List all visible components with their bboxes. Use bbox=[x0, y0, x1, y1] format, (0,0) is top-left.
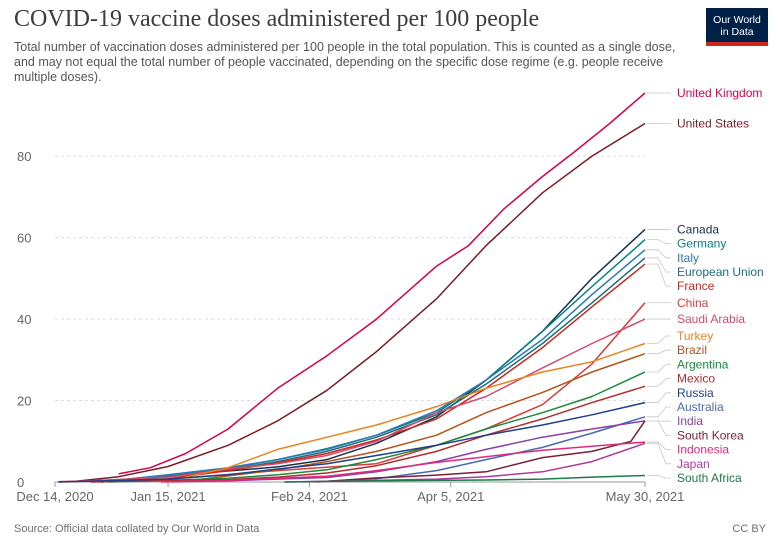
series-line-italy bbox=[100, 249, 646, 483]
series-line-united-states bbox=[76, 122, 646, 482]
series-label-france: France bbox=[677, 279, 715, 293]
y-tick-label-80: 80 bbox=[17, 149, 31, 164]
series-line-china bbox=[58, 302, 646, 483]
x-tick-label-1: Jan 15, 2021 bbox=[130, 489, 205, 504]
series-label-italy: Italy bbox=[677, 251, 699, 265]
label-connector-turkey bbox=[647, 335, 671, 344]
series-label-south-africa: South Africa bbox=[677, 471, 742, 485]
y-tick-label-0: 0 bbox=[17, 475, 24, 490]
series-label-australia: Australia bbox=[677, 400, 724, 414]
series-label-brazil: Brazil bbox=[677, 343, 707, 357]
label-connector-mexico bbox=[647, 378, 671, 387]
series-line-mexico bbox=[90, 385, 646, 483]
label-connector-indonesia bbox=[647, 441, 671, 451]
label-connector-italy bbox=[647, 249, 671, 259]
label-connector-brazil bbox=[647, 349, 671, 355]
x-tick-label-0: Dec 14, 2020 bbox=[16, 489, 93, 504]
series-line-indonesia bbox=[160, 441, 646, 483]
label-connector-japan bbox=[647, 442, 671, 465]
series-line-turkey bbox=[164, 342, 646, 483]
series-label-south-korea: South Korea bbox=[677, 428, 744, 442]
chart-subtitle: Total number of vaccination doses admini… bbox=[14, 40, 676, 84]
label-connector-south-korea bbox=[647, 420, 671, 436]
logo-line-1: Our World bbox=[713, 14, 761, 26]
x-tick-label-4: May 30, 2021 bbox=[606, 489, 685, 504]
label-connector-south-africa bbox=[647, 475, 671, 479]
series-label-united-kingdom: United Kingdom bbox=[677, 86, 762, 100]
series-label-japan: Japan bbox=[677, 457, 710, 471]
series-label-canada: Canada bbox=[677, 222, 719, 236]
series-label-united-states: United States bbox=[677, 117, 749, 131]
label-connector-russia bbox=[647, 392, 671, 403]
owid-logo[interactable]: Our World in Data bbox=[706, 8, 768, 46]
x-axis: Dec 14, 2020 Jan 15, 2021 Feb 24, 2021 Apr … bbox=[16, 482, 684, 504]
label-connector-argentina bbox=[647, 363, 671, 373]
license-link[interactable]: CC BY bbox=[732, 523, 766, 535]
series-line-germany bbox=[100, 239, 646, 483]
label-connector-france bbox=[647, 263, 671, 287]
series-label-india: India bbox=[677, 414, 703, 428]
series-label-china: China bbox=[677, 296, 709, 310]
series-line-united-kingdom bbox=[118, 92, 646, 475]
series-label-mexico: Mexico bbox=[677, 372, 715, 386]
series-lines bbox=[58, 92, 646, 483]
y-tick-label-20: 20 bbox=[17, 394, 31, 409]
source-note[interactable]: Source: Official data collated by Our Wo… bbox=[14, 523, 260, 535]
series-line-brazil bbox=[178, 352, 646, 483]
logo-line-2: in Data bbox=[720, 26, 754, 38]
series-line-argentina bbox=[107, 371, 646, 483]
label-connector-germany bbox=[647, 239, 671, 245]
y-tick-label-60: 60 bbox=[17, 231, 31, 246]
series-line-south-africa bbox=[284, 474, 646, 483]
y-axis: 0 20 40 60 80 bbox=[17, 149, 31, 490]
y-tick-label-40: 40 bbox=[17, 312, 31, 327]
series-label-european-union: European Union bbox=[677, 265, 764, 279]
gridlines bbox=[55, 155, 645, 483]
series-label-indonesia: Indonesia bbox=[677, 443, 729, 457]
series-label-germany: Germany bbox=[677, 237, 726, 251]
x-tick-label-3: Apr 5, 2021 bbox=[417, 489, 484, 504]
x-tick-label-2: Feb 24, 2021 bbox=[271, 489, 348, 504]
label-connector-australia bbox=[647, 406, 671, 418]
series-line-russia bbox=[58, 401, 646, 483]
label-connector-european-union bbox=[647, 257, 671, 273]
series-label-russia: Russia bbox=[677, 386, 714, 400]
series-label-saudi-arabia: Saudi Arabia bbox=[677, 312, 745, 326]
series-line-france bbox=[100, 263, 646, 483]
series-labels: United Kingdom United States CanadaGermany… bbox=[647, 86, 764, 485]
logo-accent-bar bbox=[706, 42, 768, 46]
chart-title: COVID-19 vaccine doses administered per … bbox=[14, 6, 540, 32]
series-label-argentina: Argentina bbox=[677, 357, 729, 371]
series-label-turkey: Turkey bbox=[677, 329, 713, 343]
